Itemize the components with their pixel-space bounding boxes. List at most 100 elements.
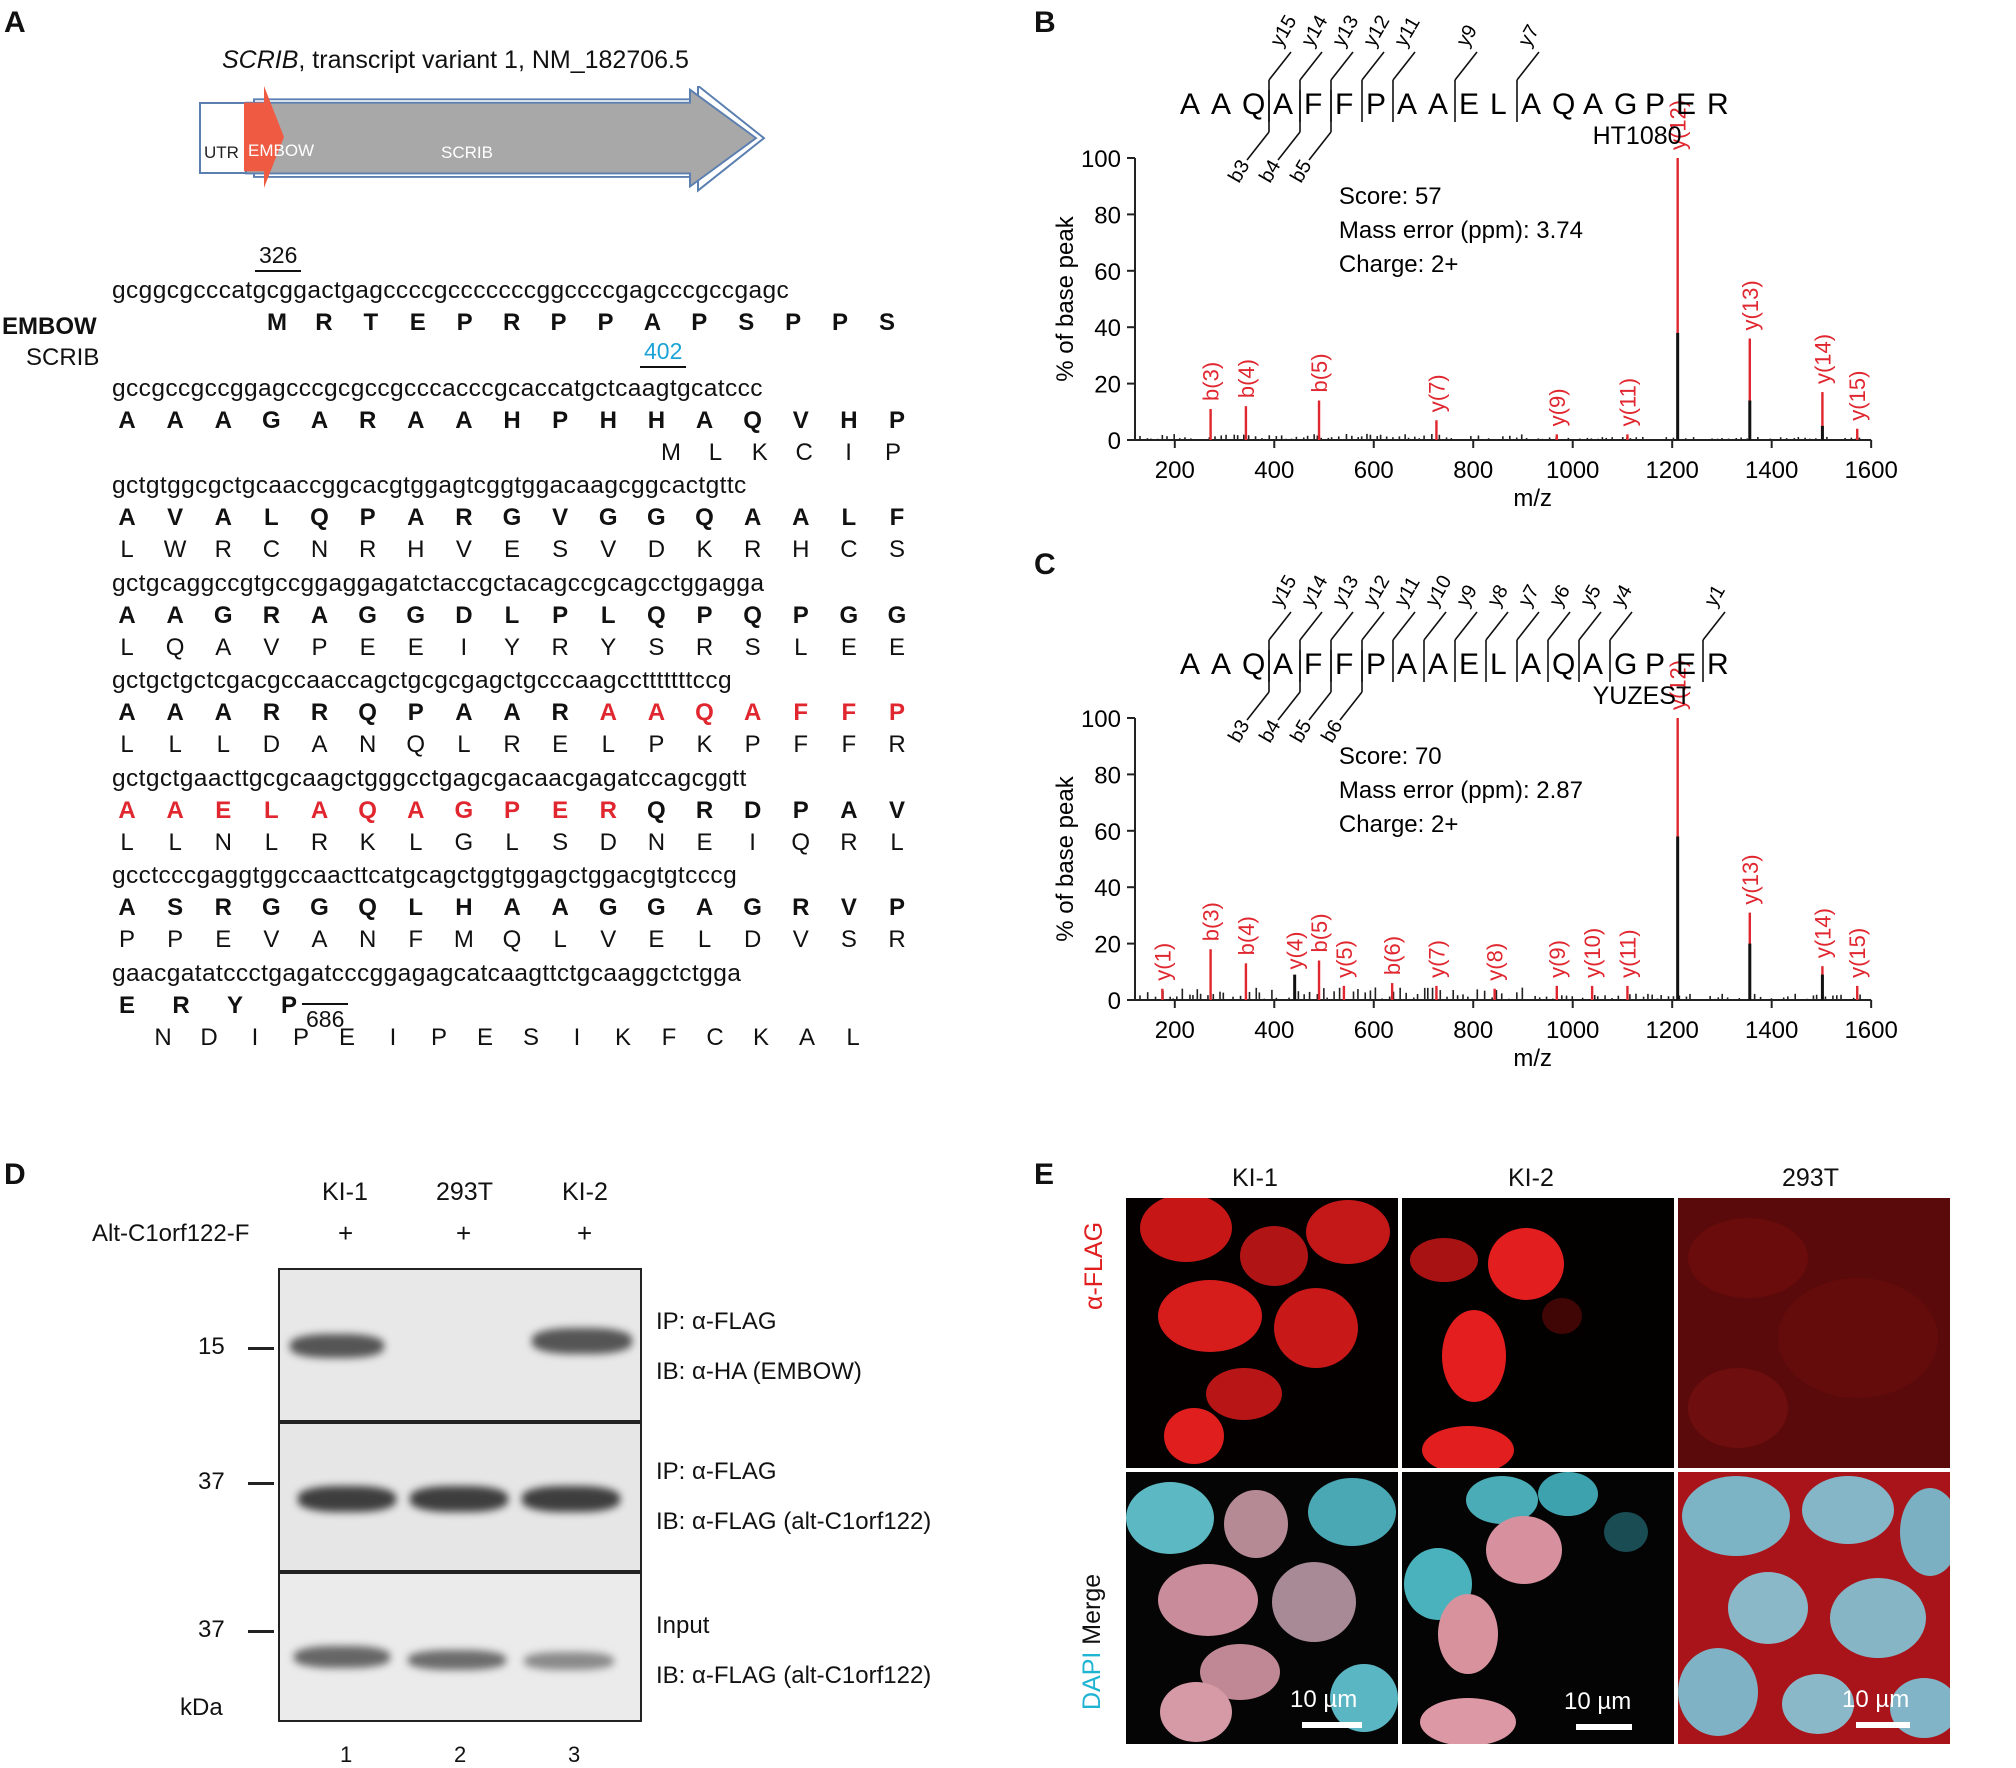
y-tick-label: 80 [1094, 202, 1121, 229]
nt-row: gctgtggcgctgcaaccggcacgtggagtcggtggacaag… [112, 472, 747, 499]
residue: P [311, 633, 328, 661]
residue: Q [358, 699, 377, 726]
scrib-arrow [245, 87, 758, 189]
residue: L [890, 828, 904, 856]
b-ion-label: b4 [1255, 716, 1285, 746]
residue: F [661, 1023, 677, 1051]
b-ion-marker [1246, 691, 1270, 721]
y-ion-label: y4 [1607, 581, 1637, 610]
mw-tick-37-b [248, 1630, 274, 1633]
peptide-residue: F [1304, 648, 1322, 681]
residue: E [338, 1023, 355, 1051]
residue: G [598, 894, 618, 921]
residue: V [840, 894, 857, 921]
peptide-residue: A [1583, 648, 1603, 681]
blot2-ip: IP: α-FLAG [656, 1458, 777, 1485]
residue: A [647, 699, 666, 726]
y-ion-marker [1578, 611, 1602, 641]
residue: I [251, 1023, 259, 1051]
residue: S [744, 633, 761, 661]
residue: P [691, 309, 708, 336]
x-tick-label: 1400 [1745, 457, 1798, 484]
residue: K [696, 731, 713, 758]
y-ion-label: y8 [1483, 581, 1513, 610]
residue: F [841, 699, 857, 726]
band-lane2 [410, 1486, 508, 1512]
residue: E [696, 828, 713, 856]
residue: R [503, 731, 521, 758]
residue: A [798, 1023, 815, 1051]
y-ion-label: y12 [1359, 12, 1394, 51]
peak-label: y(8) [1483, 943, 1508, 981]
residue: P [648, 731, 665, 758]
mw-37-b: 37 [198, 1616, 225, 1643]
residue: H [840, 406, 858, 434]
y-ion-label: y12 [1359, 572, 1394, 611]
y-ion-label: y6 [1545, 581, 1575, 610]
nt-row: gaacgatatccctgagatcccggagagcatcaagttctgc… [112, 959, 742, 987]
residue: G [310, 894, 329, 921]
residue: L [600, 601, 616, 629]
peak-label: y(1) [1150, 943, 1175, 981]
scalebar-2 [1576, 1724, 1632, 1730]
image-293t-merge [1678, 1472, 1950, 1744]
residue: E [840, 633, 857, 661]
y-tick-label: 0 [1108, 428, 1121, 455]
x-tick-label: 800 [1453, 457, 1493, 484]
y-ion-marker [1299, 611, 1323, 641]
x-tick-label: 200 [1155, 457, 1195, 484]
embow-arrow [244, 86, 284, 188]
residue: E [118, 991, 135, 1019]
residue: R [551, 633, 569, 661]
y-tick-label: 100 [1081, 146, 1121, 173]
y-ion-marker [1423, 611, 1447, 641]
residue: S [888, 536, 905, 563]
residue: A [599, 699, 617, 726]
peptide-residue: A [1211, 648, 1231, 681]
peak-label: y(7) [1424, 940, 1449, 978]
residue: F [889, 504, 905, 531]
y-ion-marker [1299, 51, 1323, 81]
scalebar-1 [1302, 1722, 1362, 1728]
nt-row: gcctcccgaggtggccaacttcatgcagctggtggagctg… [112, 862, 738, 889]
residue: A [407, 504, 425, 531]
residue: Q [743, 406, 762, 434]
y-ion-marker [1516, 51, 1540, 81]
residue: M [453, 926, 474, 953]
residue: G [647, 504, 666, 531]
blot-input [278, 1572, 642, 1722]
mw-tick-15 [248, 1347, 274, 1350]
residue: E [552, 796, 569, 824]
residue: V [888, 796, 905, 824]
panel-e-label: E [1034, 1158, 1055, 1191]
residue: F [408, 926, 424, 953]
col-header-ki1: KI-1 [1232, 1164, 1278, 1192]
residue: R [214, 536, 232, 563]
residue: D [455, 601, 473, 629]
peptide-residue: A [1211, 88, 1231, 121]
residue: A [118, 699, 136, 726]
blot3-input: Input [656, 1612, 710, 1639]
residue: R [840, 828, 858, 856]
residue: Y [600, 633, 617, 661]
peptide-residue: Q [1242, 88, 1265, 121]
blot-embow [278, 1268, 642, 1422]
residue: E [215, 926, 232, 953]
panel-a-label: A [4, 6, 26, 39]
peptide-residue: Q [1242, 648, 1265, 681]
construct-label: Alt-C1orf122-F [92, 1220, 250, 1247]
residue: L [264, 504, 279, 531]
residue: A [310, 796, 329, 824]
y-tick-label: 40 [1094, 315, 1121, 342]
residue: D [200, 1023, 218, 1051]
residue: P [888, 894, 905, 921]
residue: K [359, 828, 376, 856]
residue: P [792, 601, 809, 629]
residue: G [213, 601, 233, 629]
residue: L [794, 633, 808, 661]
y-tick-label: 100 [1081, 706, 1121, 733]
nt-row: gctgctgaacttgcgcaagctgggcctgagcgacaacgag… [112, 764, 747, 792]
peak-label: y(10) [1580, 928, 1605, 978]
residue: T [363, 309, 379, 336]
